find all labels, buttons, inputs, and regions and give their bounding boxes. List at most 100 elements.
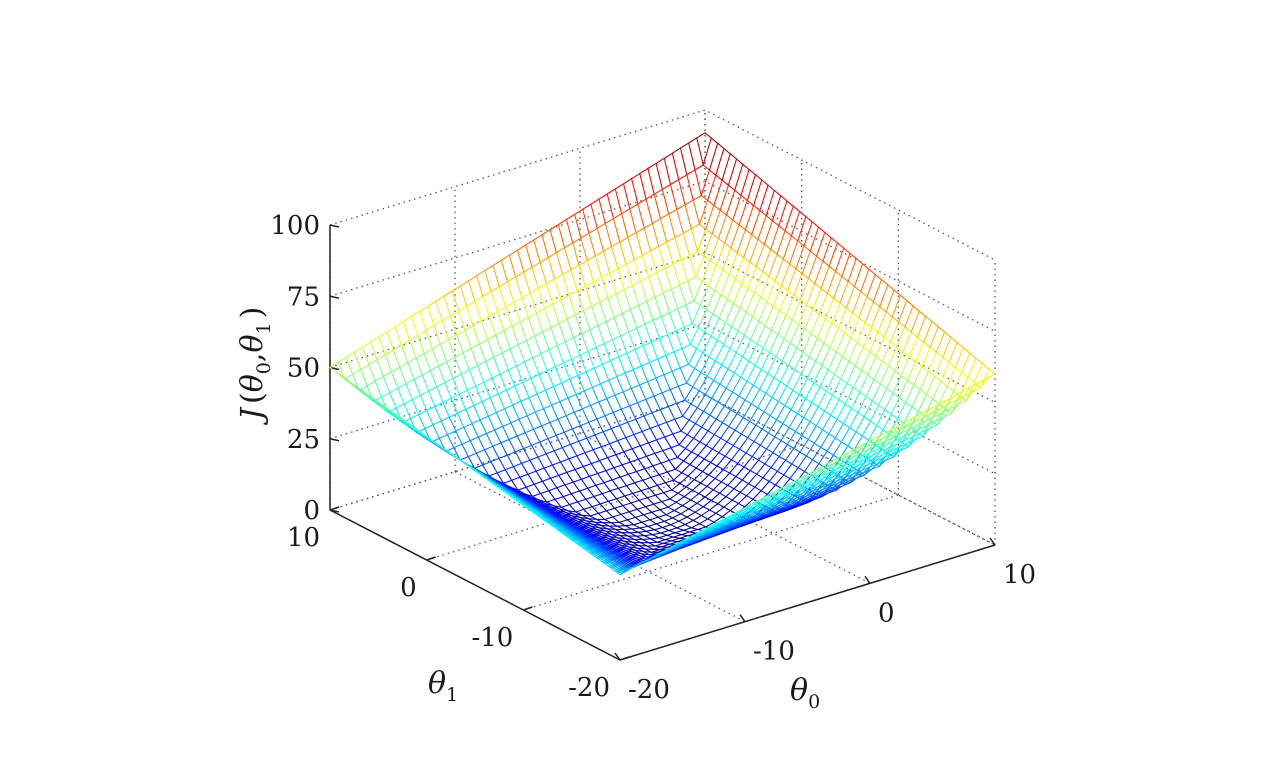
mesh-segment xyxy=(438,365,446,384)
mesh-segment xyxy=(579,354,587,373)
mesh-segment xyxy=(519,321,527,341)
mesh-segment xyxy=(569,537,577,544)
mesh-segment xyxy=(528,506,536,513)
mesh-segment xyxy=(623,451,631,463)
mesh-segment xyxy=(616,525,626,527)
mesh-segment xyxy=(646,494,656,499)
mesh-segment xyxy=(807,278,816,285)
mesh-segment xyxy=(500,254,510,261)
mesh-segment xyxy=(623,284,633,291)
mesh-segment xyxy=(887,284,895,291)
mesh-segment xyxy=(723,343,731,350)
mesh-segment xyxy=(525,244,533,268)
mesh-segment xyxy=(461,443,469,458)
mesh-segment xyxy=(749,407,759,422)
mesh-segment xyxy=(540,353,548,372)
mesh-segment xyxy=(659,218,668,243)
mesh-segment xyxy=(685,382,694,388)
mesh-segment xyxy=(765,377,775,394)
mesh-segment xyxy=(536,511,545,517)
mesh-segment xyxy=(545,512,556,518)
mesh-segment xyxy=(723,326,733,345)
mesh-segment xyxy=(478,343,487,363)
mesh-segment xyxy=(477,432,487,438)
mesh-segment xyxy=(492,264,500,288)
mesh-segment xyxy=(358,385,368,392)
mesh-segment xyxy=(697,454,705,460)
mesh-segment xyxy=(390,371,399,389)
mesh-segment xyxy=(578,490,587,500)
mesh-segment xyxy=(944,407,953,414)
mesh-segment xyxy=(922,408,931,418)
mesh-segment xyxy=(593,549,601,555)
mesh-segment xyxy=(712,294,722,315)
mesh-segment xyxy=(749,238,759,263)
mesh-segment xyxy=(744,399,752,405)
mesh-segment xyxy=(777,385,788,402)
mesh-segment xyxy=(820,433,830,448)
mesh-segment xyxy=(672,259,682,265)
mesh-segment xyxy=(483,377,493,383)
mesh-segment xyxy=(772,452,780,458)
mesh-segment xyxy=(725,214,734,221)
mesh-segment xyxy=(731,307,741,328)
mesh-segment xyxy=(781,360,790,366)
mesh-segment xyxy=(681,499,692,507)
mesh-segment xyxy=(544,389,553,406)
mesh-segment xyxy=(501,348,511,354)
mesh-segment xyxy=(375,400,385,409)
mesh-segment xyxy=(774,258,784,282)
mesh-segment xyxy=(649,424,659,429)
mesh-segment xyxy=(912,305,920,312)
mesh-segment xyxy=(479,419,487,435)
mesh-segment xyxy=(880,279,889,286)
mesh-segment xyxy=(403,399,413,405)
mesh-segment xyxy=(875,437,884,447)
mesh-segment xyxy=(728,425,736,431)
mesh-segment xyxy=(490,457,500,463)
mesh-segment xyxy=(722,459,732,471)
mesh-segment xyxy=(605,316,615,323)
mesh-segment xyxy=(576,290,585,312)
mesh-segment xyxy=(765,392,773,398)
mesh-segment xyxy=(609,487,619,492)
mesh-segment xyxy=(496,306,507,313)
mesh-segment xyxy=(582,310,591,331)
mesh-segment xyxy=(886,452,895,458)
mesh-segment xyxy=(720,425,730,439)
mesh-segment xyxy=(594,521,604,524)
mesh-segment xyxy=(728,521,738,526)
mesh-segment xyxy=(743,456,753,468)
mesh-segment xyxy=(604,516,614,521)
mesh-segment xyxy=(617,485,628,489)
mesh-segment xyxy=(806,282,816,306)
mesh-segment xyxy=(601,363,610,381)
mesh-segment xyxy=(667,506,675,512)
mesh-segment xyxy=(752,384,761,390)
mesh-segment xyxy=(537,453,547,458)
mesh-segment xyxy=(635,418,643,433)
mesh-segment xyxy=(651,509,661,513)
mesh-segment xyxy=(971,382,980,393)
mesh-segment xyxy=(624,495,632,504)
mesh-segment xyxy=(468,365,479,371)
mesh-segment xyxy=(709,509,717,514)
mesh-segment xyxy=(528,393,538,399)
mesh-segment xyxy=(535,307,546,314)
mesh-segment xyxy=(929,346,937,353)
mesh-segment xyxy=(826,270,837,294)
mesh-segment xyxy=(732,521,740,527)
mesh-segment xyxy=(602,559,610,565)
mesh-segment xyxy=(534,335,542,355)
mesh-segment xyxy=(533,483,542,495)
mesh-segment xyxy=(759,373,769,390)
mesh-segment xyxy=(624,492,634,497)
mesh-segment xyxy=(830,237,838,244)
mesh-segment xyxy=(906,420,916,427)
mesh-segment xyxy=(843,247,851,254)
mesh-segment xyxy=(675,399,686,404)
mesh-segment xyxy=(673,509,682,515)
mesh-segment xyxy=(523,266,533,273)
mesh-segment xyxy=(768,275,776,282)
mesh-segment xyxy=(634,516,643,523)
